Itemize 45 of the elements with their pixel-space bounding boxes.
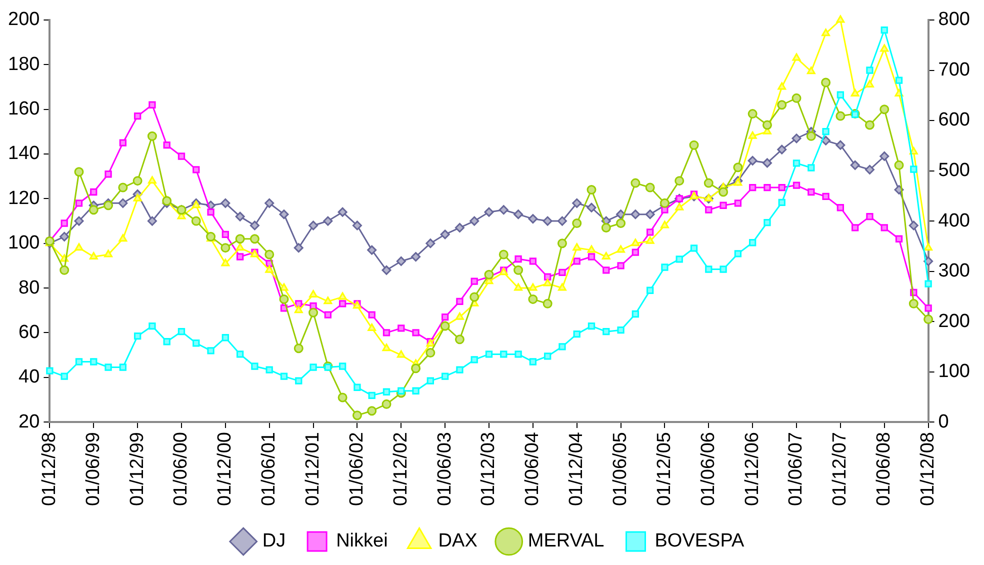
y2-tick-label: 0 <box>938 411 949 432</box>
y-tick-label: 160 <box>8 98 40 120</box>
x-tick-label: 01/06/99 <box>82 432 104 506</box>
x-tick-label: 01/06/00 <box>170 432 192 506</box>
y-tick-label: 180 <box>8 54 40 75</box>
y-tick-label: 20 <box>18 411 40 432</box>
legend-label: BOVESPA <box>654 530 744 552</box>
y2-tick-label: 400 <box>938 210 970 232</box>
legend-label: Nikkei <box>336 530 388 552</box>
legend-label: DAX <box>438 530 478 552</box>
y-tick-label: 120 <box>8 188 40 209</box>
x-tick-label: 01/12/07 <box>830 432 851 506</box>
y-tick-label: 200 <box>8 9 40 30</box>
x-tick-label: 01/12/05 <box>654 432 675 506</box>
x-tick-label: 01/06/08 <box>874 432 895 506</box>
x-tick-label: 01/06/05 <box>610 432 632 506</box>
x-tick-label: 01/12/04 <box>566 432 588 506</box>
y2-tick-label: 800 <box>938 9 970 30</box>
y-tick-label: 60 <box>18 322 40 343</box>
x-tick-label: 01/06/04 <box>522 432 544 506</box>
x-tick-label: 01/12/02 <box>390 432 412 506</box>
legend-label: DJ <box>262 530 286 552</box>
y-tick-label: 100 <box>8 232 40 254</box>
y2-tick-label: 300 <box>938 260 970 282</box>
x-tick-label: 01/12/08 <box>918 432 939 506</box>
y2-tick-label: 500 <box>938 160 970 181</box>
x-tick-label: 01/06/01 <box>258 432 280 506</box>
x-tick-label: 01/06/07 <box>786 432 807 506</box>
y-tick-label: 140 <box>8 143 40 164</box>
y2-tick-label: 200 <box>938 310 970 332</box>
x-tick-label: 01/12/99 <box>126 432 148 506</box>
x-tick-label: 01/06/02 <box>346 432 368 506</box>
x-tick-label: 01/06/03 <box>434 432 456 506</box>
x-tick-label: 01/06/06 <box>698 432 719 506</box>
x-tick-label: 01/12/00 <box>214 432 236 506</box>
legend-label: MERVAL <box>528 530 604 552</box>
y-tick-label: 80 <box>18 277 40 298</box>
y2-tick-label: 700 <box>938 59 970 80</box>
x-tick-label: 01/12/98 <box>38 432 60 506</box>
y2-tick-label: 600 <box>938 110 970 131</box>
y-tick-label: 40 <box>18 366 40 388</box>
x-tick-label: 01/12/01 <box>302 432 324 506</box>
y2-tick-label: 100 <box>938 361 970 382</box>
x-tick-label: 01/12/06 <box>742 432 763 506</box>
x-tick-label: 01/12/03 <box>478 432 500 506</box>
